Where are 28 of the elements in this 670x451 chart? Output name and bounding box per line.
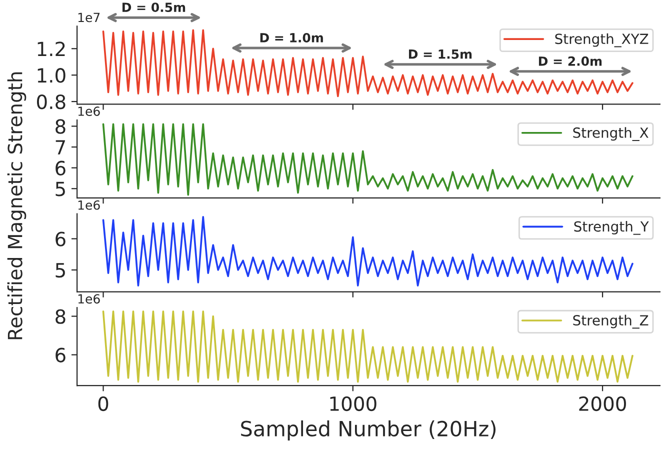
annotation: D = 1.0m (260, 33, 323, 42)
y-axis-title: Rectified Magnetic Strength (7, 72, 26, 340)
text: 1e6 (78, 200, 100, 210)
y-tick-label: 8 (56, 119, 66, 134)
annotation: D = 2.0m (538, 56, 602, 66)
y-tick-label: 5 (56, 263, 65, 278)
text: 1e6 (78, 106, 100, 116)
text: 1e6 (78, 294, 100, 304)
legend-label: Strength_Y (574, 220, 649, 235)
y-tick-label: 8 (56, 309, 66, 324)
y-tick-label: 6 (56, 232, 66, 246)
text: D = 0.5m (122, 2, 186, 12)
y-tick-label: 0.8 (36, 94, 66, 110)
y-tick-label: 6 (56, 160, 66, 176)
text: 1e7 (78, 12, 100, 22)
y-tick-label: 6 (56, 348, 66, 362)
y-tick-label: 5 (56, 182, 65, 196)
y-tick-label: 1.2 (38, 42, 65, 56)
x-tick-label: 1000 (330, 396, 376, 412)
annotation: D = 1.5m (408, 50, 472, 59)
x-tick-label: 2000 (579, 396, 626, 412)
legend-label: Strength_Z (573, 314, 648, 329)
x-tick-label: 0 (98, 396, 108, 412)
y-tick-label: 7 (56, 140, 65, 154)
y-tick-label: 1.0 (38, 68, 66, 83)
legend-label: Strength_X (573, 127, 648, 142)
legend-label: Strength_XYZ (555, 33, 648, 48)
x-axis-title: Sampled Number (20Hz) (241, 420, 496, 441)
